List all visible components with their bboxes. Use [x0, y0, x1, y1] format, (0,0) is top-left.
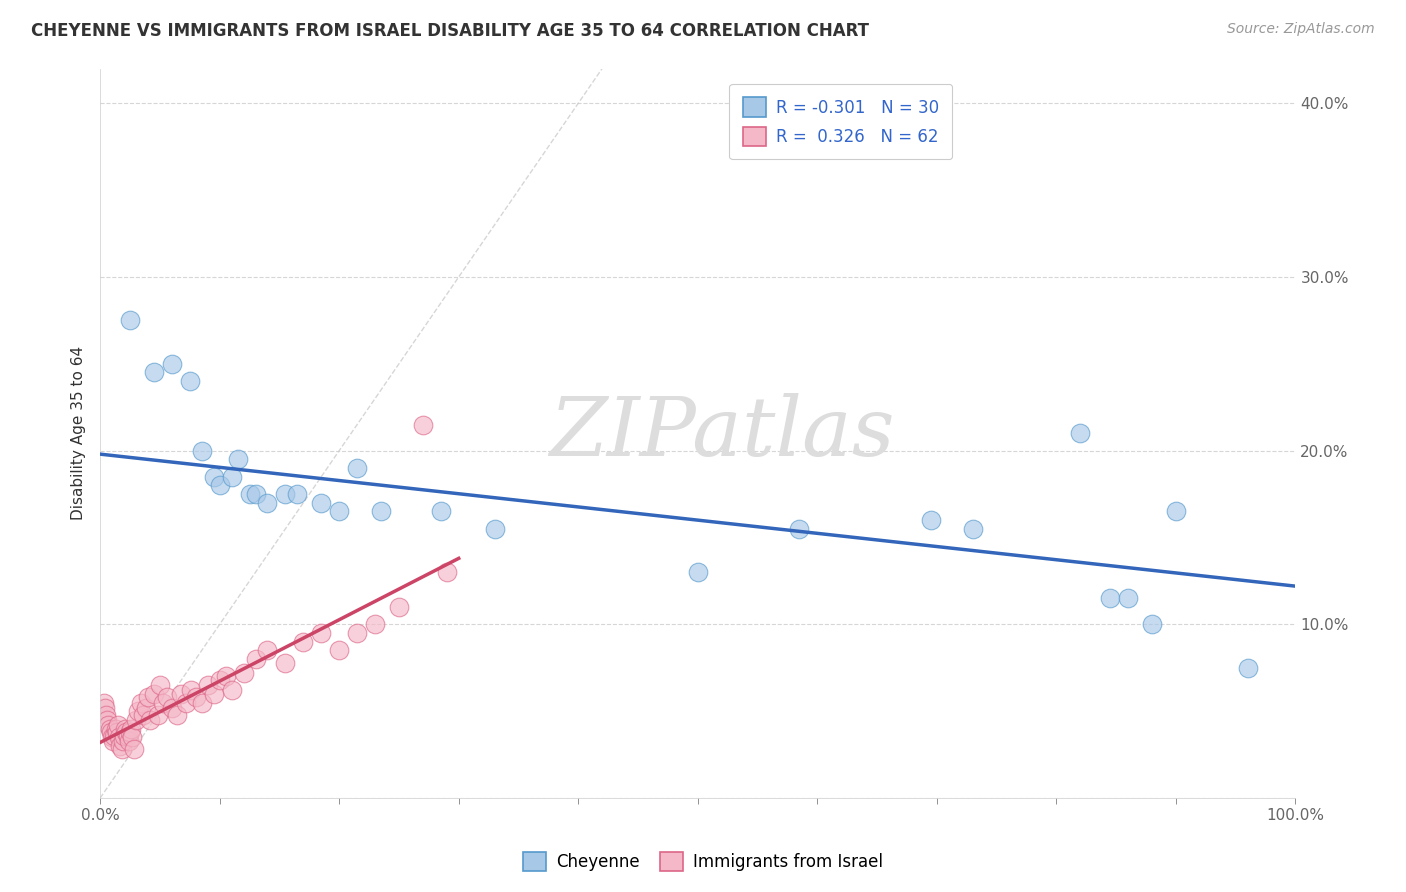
Point: [256, 643, 278, 657]
Point: [118, 725, 141, 739]
Point: [110, 739, 132, 753]
Point: [118, 313, 141, 327]
Point: [238, 487, 260, 501]
Point: [686, 566, 709, 580]
Point: [127, 704, 149, 718]
Point: [152, 696, 174, 710]
Point: [111, 733, 134, 747]
Text: ZIPatlas: ZIPatlas: [548, 393, 894, 474]
Point: [1236, 661, 1258, 675]
Point: [309, 496, 332, 510]
Point: [256, 496, 278, 510]
Point: [103, 729, 125, 743]
Point: [112, 729, 135, 743]
Point: [370, 504, 392, 518]
Point: [103, 733, 125, 747]
Point: [111, 742, 134, 756]
Point: [328, 643, 350, 657]
Point: [156, 690, 179, 705]
Point: [149, 678, 172, 692]
Point: [208, 673, 231, 687]
Point: [292, 634, 315, 648]
Point: [245, 487, 267, 501]
Point: [221, 469, 243, 483]
Point: [97, 718, 120, 732]
Point: [101, 731, 124, 745]
Point: [115, 725, 138, 739]
Point: [484, 522, 506, 536]
Point: [1099, 591, 1122, 606]
Point: [142, 366, 165, 380]
Point: [117, 729, 139, 743]
Point: [94, 707, 117, 722]
Point: [118, 733, 141, 747]
Point: [107, 718, 129, 732]
Point: [962, 522, 984, 536]
Point: [285, 487, 308, 501]
Point: [274, 656, 297, 670]
Point: [142, 687, 165, 701]
Point: [346, 461, 368, 475]
Text: CHEYENNE VS IMMIGRANTS FROM ISRAEL DISABILITY AGE 35 TO 64 CORRELATION CHART: CHEYENNE VS IMMIGRANTS FROM ISRAEL DISAB…: [31, 22, 869, 40]
Point: [108, 731, 131, 745]
Point: [202, 469, 225, 483]
Point: [328, 504, 350, 518]
Point: [96, 713, 118, 727]
Point: [129, 696, 152, 710]
Point: [146, 707, 169, 722]
Point: [226, 452, 249, 467]
Point: [190, 443, 212, 458]
Point: [136, 690, 159, 705]
Point: [1069, 426, 1091, 441]
Point: [430, 504, 453, 518]
Point: [214, 669, 236, 683]
Legend: R = -0.301   N = 30, R =  0.326   N = 62: R = -0.301 N = 30, R = 0.326 N = 62: [730, 84, 952, 160]
Point: [114, 722, 136, 736]
Point: [364, 617, 387, 632]
Point: [1116, 591, 1139, 606]
Point: [139, 713, 162, 727]
Point: [274, 487, 297, 501]
Point: [100, 725, 122, 739]
Point: [202, 687, 225, 701]
Point: [135, 700, 157, 714]
Point: [180, 683, 202, 698]
Y-axis label: Disability Age 35 to 64: Disability Age 35 to 64: [72, 346, 86, 520]
Point: [121, 731, 143, 745]
Point: [94, 700, 117, 714]
Point: [436, 566, 458, 580]
Point: [170, 687, 193, 701]
Text: Source: ZipAtlas.com: Source: ZipAtlas.com: [1227, 22, 1375, 37]
Point: [412, 417, 434, 432]
Point: [132, 707, 155, 722]
Point: [120, 722, 142, 736]
Point: [789, 522, 811, 536]
Point: [309, 626, 332, 640]
Point: [166, 707, 188, 722]
Point: [190, 696, 212, 710]
Point: [179, 374, 201, 388]
Point: [105, 725, 128, 739]
Point: [104, 722, 127, 736]
Point: [184, 690, 207, 705]
Point: [920, 513, 942, 527]
Point: [122, 742, 145, 756]
Point: [388, 599, 411, 614]
Point: [160, 700, 183, 714]
Point: [98, 722, 121, 736]
Point: [174, 696, 197, 710]
Point: [125, 713, 148, 727]
Point: [160, 357, 183, 371]
Point: [208, 478, 231, 492]
Point: [1164, 504, 1187, 518]
Point: [93, 696, 115, 710]
Point: [232, 665, 254, 680]
Legend: Cheyenne, Immigrants from Israel: Cheyenne, Immigrants from Israel: [515, 843, 891, 880]
Point: [221, 683, 243, 698]
Point: [1140, 617, 1163, 632]
Point: [245, 652, 267, 666]
Point: [346, 626, 368, 640]
Point: [197, 678, 219, 692]
